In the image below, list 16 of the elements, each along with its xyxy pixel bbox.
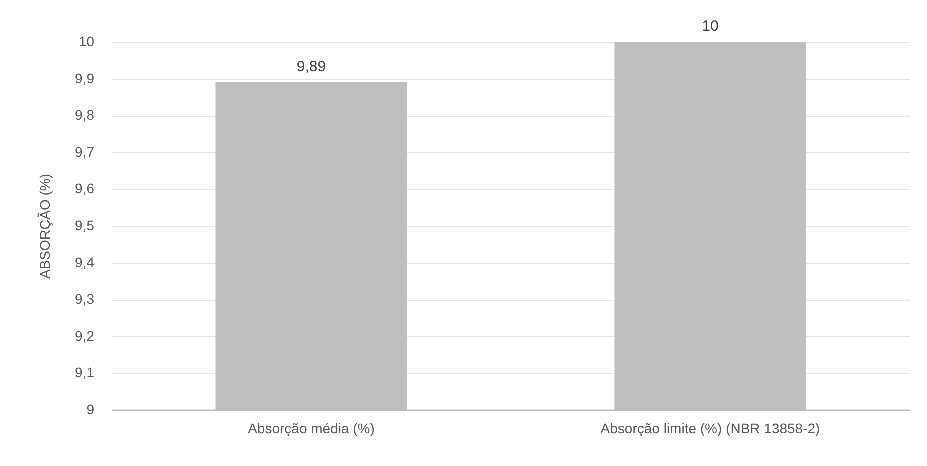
data-label: 9,89 xyxy=(296,58,326,76)
y-tick-label: 9,6 xyxy=(75,180,95,197)
y-tick-label: 9,3 xyxy=(75,291,95,308)
y-axis-title: ABSORÇÃO (%) xyxy=(37,174,54,280)
x-tick-label: Absorção média (%) xyxy=(248,420,375,436)
y-tick-label: 10 xyxy=(78,34,95,50)
y-tick-label: 9,4 xyxy=(75,254,95,270)
y-tick-label: 9 xyxy=(86,402,95,418)
y-tick-label: 9,9 xyxy=(75,70,95,86)
y-tick-label: 9,1 xyxy=(75,364,95,381)
y-tick-label: 9,5 xyxy=(75,218,95,234)
y-tick-label: 9,2 xyxy=(75,328,95,344)
data-label: 10 xyxy=(702,18,719,35)
y-tick-label: 9,7 xyxy=(75,144,95,160)
y-tick-label: 9,8 xyxy=(75,107,95,124)
x-tick-label: Absorção limite (%) (NBR 13858-2) xyxy=(600,420,820,436)
